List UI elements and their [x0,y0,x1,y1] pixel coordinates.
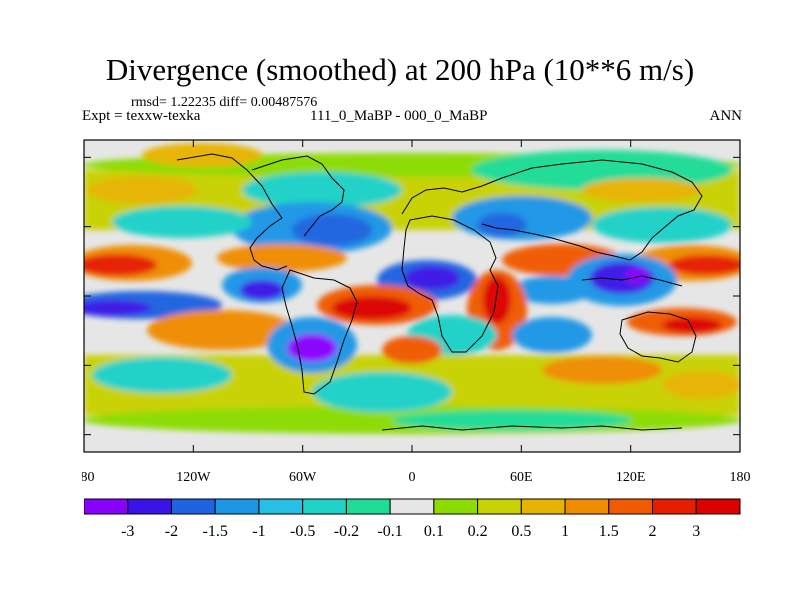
lon-tick-label: 60W [289,470,317,485]
colorbar-box [84,498,129,515]
lon-tick-label: 180 [82,470,95,485]
colorbar: -3 -2 -1.5 -1 -0.5 -0.2 -0.1 0.1 0.2 0.5 1 1.5 2 3 [84,498,741,540]
colorbar-label: 1 [561,523,569,540]
colorbar-label: -0.5 [290,523,315,540]
colorbar-box [695,498,741,515]
longitude-axis: 180 120W 60W 0 60E 120E 180 [82,140,751,485]
colorbar-box [477,498,522,515]
colorbar-labels: -3 -2 -1.5 -1 -0.5 -0.2 -0.1 0.1 0.2 0.5 1 1.5 2 3 [121,523,700,540]
colorbar-label: -2 [165,523,178,540]
colorbar-label: 2 [649,523,657,540]
australia-outline [619,311,697,363]
colorbar-label: -1.5 [203,523,228,540]
greenland-canada-outline [251,155,345,237]
colorbar-box [258,498,304,515]
divergence-map: 80N40N040S80S 180 120W 60W 0 60E 120E 180 [82,139,751,485]
colorbar-label: 3 [692,523,700,540]
colorbar-boxes [84,498,741,515]
colorbar-label: 0.2 [468,523,488,540]
comparison-label: 111_0_MaBP - 000_0_MaBP [310,108,488,124]
colorbar-box [345,498,391,515]
colorbar-box [608,498,654,515]
colorbar-box [564,498,610,515]
south-america-outline [281,269,358,395]
lon-tick-label: 60E [510,470,533,485]
north-america-outline [176,153,288,271]
colorbar-box [127,498,172,515]
antarctica-outline [381,425,683,431]
latitude-axis: 80N40N040S80S [84,156,740,436]
africa-outline [401,215,499,353]
colorbar-label: -0.2 [334,523,359,540]
colorbar-label: -0.1 [377,523,402,540]
experiment-label: Expt = texxw-texka [82,108,201,124]
lon-tick-label: 180 [730,470,751,485]
lon-tick-label: 0 [409,470,416,485]
colorbar-label: -3 [121,523,134,540]
stats-label: rmsd= 1.22235 diff= 0.00487576 [131,95,318,110]
maritime-continent-outline [581,275,683,287]
colorbar-box [170,498,216,515]
eurasia-outline [401,159,703,261]
divergence-field [84,140,740,452]
colorbar-label: 1.5 [599,523,619,540]
lon-tick-label: 120E [616,470,646,485]
colorbar-label: 0.1 [424,523,444,540]
colorbar-box [389,498,435,515]
plot-title: Divergence (smoothed) at 200 hPa (10**6 … [105,52,695,87]
colorbar-label: 0.5 [511,523,531,540]
coastline-outlines [176,153,703,431]
season-label: ANN [709,108,743,124]
colorbar-box [214,498,260,515]
lon-tick-label: 120W [176,470,211,485]
colorbar-box [302,498,347,515]
colorbar-box [520,498,566,515]
colorbar-box [652,498,697,515]
colorbar-label: -1 [252,523,265,540]
colorbar-box [433,498,479,515]
